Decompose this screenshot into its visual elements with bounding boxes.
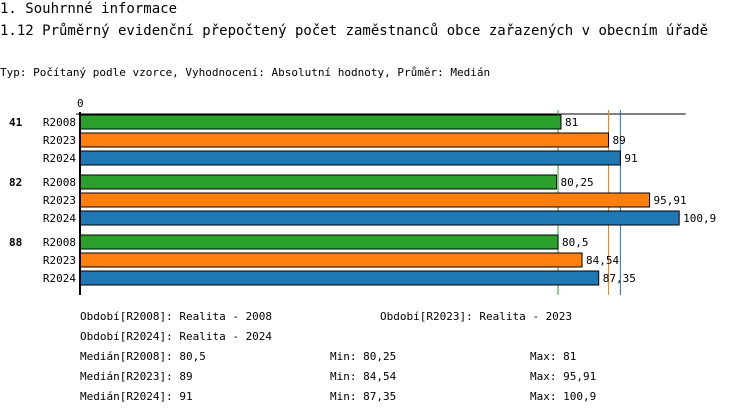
data-label: 91 [624, 152, 637, 165]
bar [79, 234, 559, 250]
bar [79, 132, 610, 148]
series-label: R2024 [43, 152, 76, 165]
series-label: R2008 [43, 176, 76, 189]
data-label: 80,5 [562, 236, 589, 249]
bar [79, 192, 651, 208]
data-label: 81 [565, 116, 578, 129]
data-label: 84,54 [586, 254, 619, 267]
data-label: 87,35 [603, 272, 636, 285]
series-label: R2023 [43, 194, 76, 207]
data-label: 100,9 [683, 212, 716, 225]
series-label: R2024 [43, 272, 76, 285]
group-label: 41 [9, 116, 23, 129]
legend-stat: Medián[R2023]: 89 [80, 370, 193, 383]
series-label: R2023 [43, 254, 76, 267]
legend-stat: Max: 95,91 [530, 370, 597, 383]
series-label: R2023 [43, 134, 76, 147]
bar [79, 270, 600, 286]
legend-period: Období[R2023]: Realita - 2023 [380, 310, 573, 323]
bar [79, 114, 562, 130]
section-title: 1. Souhrnné informace [0, 1, 178, 17]
data-label: 80,25 [561, 176, 594, 189]
series-label: R2024 [43, 212, 76, 225]
legend-stat: Max: 100,9 [530, 390, 597, 403]
legend-stat: Min: 84,54 [330, 370, 397, 383]
bar [79, 150, 621, 166]
data-label: 95,91 [654, 194, 687, 207]
legend-stat: Max: 81 [530, 350, 577, 363]
legend-stat: Min: 80,25 [330, 350, 397, 363]
legend-stat: Medián[R2008]: 80,5 [80, 350, 206, 363]
legend-stat: Min: 87,35 [330, 390, 397, 403]
bar [79, 252, 583, 268]
data-label: 89 [613, 134, 626, 147]
legend-period: Období[R2024]: Realita - 2024 [80, 330, 273, 343]
bar-chart: 0 41 R2008 81 R2023 89 R2024 91 82 R2008 80,25 R202… [9, 97, 716, 295]
series-label: R2008 [43, 236, 76, 249]
legend-stat: Medián[R2024]: 91 [80, 390, 193, 403]
bar [79, 174, 558, 190]
series-label: R2008 [43, 116, 76, 129]
chart-subtitle: Typ: Počítaný podle vzorce, Vyhodnocení:… [0, 66, 491, 79]
x-tick-label: 0 [77, 97, 84, 110]
group-label: 88 [9, 236, 22, 249]
chart-title: 1.12 Průměrný evidenční přepočtený počet… [0, 23, 709, 39]
bar [79, 210, 680, 226]
group-label: 82 [9, 176, 22, 189]
legend-period: Období[R2008]: Realita - 2008 [80, 310, 273, 323]
